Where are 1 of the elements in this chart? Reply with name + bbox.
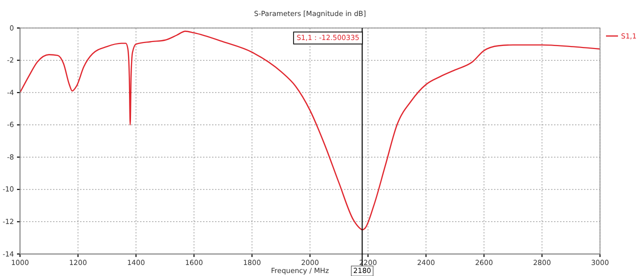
line-series	[19, 30, 601, 230]
